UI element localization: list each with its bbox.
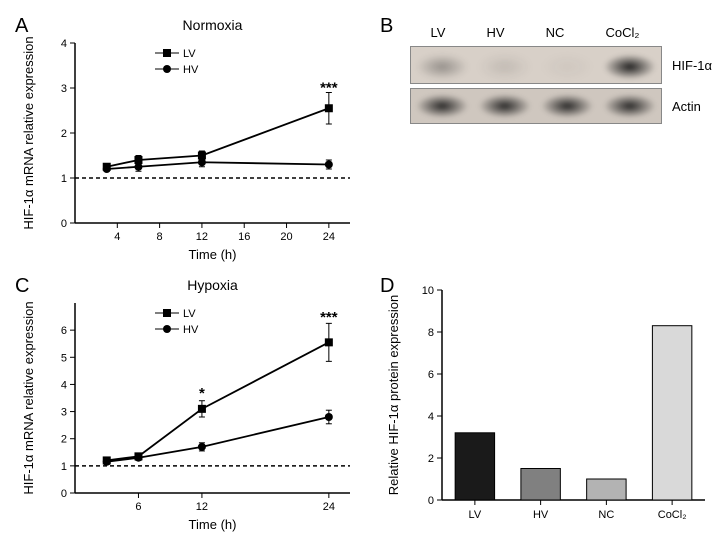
panel-d-label: D <box>380 275 394 298</box>
lane-label: NC <box>546 25 565 40</box>
panel-b: B LV HV NC CoCl₂ HIF-1α Actin <box>380 15 720 265</box>
svg-text:NC: NC <box>598 509 614 521</box>
svg-text:Hypoxia: Hypoxia <box>187 277 238 293</box>
svg-text:0: 0 <box>428 495 434 507</box>
blot-rows: HIF-1α Actin <box>410 46 720 124</box>
svg-text:CoCl₂: CoCl₂ <box>658 509 687 521</box>
svg-text:***: *** <box>320 309 338 326</box>
svg-text:LV: LV <box>183 48 196 60</box>
svg-text:HV: HV <box>183 324 199 336</box>
svg-text:LV: LV <box>183 308 196 320</box>
panel-a-chart: Normoxia012344812162024Time (h)HIF-1α mR… <box>15 15 365 265</box>
panel-c: C Hypoxia012345661224Time (h)HIF-1α mRNA… <box>15 275 365 535</box>
svg-text:5: 5 <box>61 352 67 364</box>
svg-text:HV: HV <box>183 64 199 76</box>
svg-text:1: 1 <box>61 461 67 473</box>
svg-text:24: 24 <box>323 501 335 513</box>
panel-c-chart: Hypoxia012345661224Time (h)HIF-1α mRNA r… <box>15 275 365 535</box>
svg-text:12: 12 <box>196 231 208 243</box>
panel-d-chart: 0 2 4 6 8 10 Relative HIF-1α protein expressio… <box>380 275 720 535</box>
panel-a-label: A <box>15 15 28 38</box>
svg-text:20: 20 <box>280 231 292 243</box>
svg-text:16: 16 <box>238 231 250 243</box>
svg-text:4: 4 <box>61 38 67 50</box>
svg-text:*: * <box>199 385 205 402</box>
svg-text:1: 1 <box>61 173 67 185</box>
blot-image <box>410 88 662 124</box>
svg-text:HIF-1α mRNA relative expressio: HIF-1α mRNA relative expression <box>21 36 36 229</box>
panel-c-label: C <box>15 275 29 298</box>
svg-text:0: 0 <box>61 488 67 500</box>
svg-text:6: 6 <box>135 501 141 513</box>
svg-text:6: 6 <box>428 369 434 381</box>
svg-text:***: *** <box>320 80 338 97</box>
figure-grid: A Normoxia012344812162024Time (h)HIF-1α … <box>15 15 706 535</box>
lane-label: LV <box>431 25 446 40</box>
svg-text:HV: HV <box>533 509 549 521</box>
svg-text:0: 0 <box>61 218 67 230</box>
blot-name: Actin <box>672 99 701 114</box>
svg-text:24: 24 <box>323 231 335 243</box>
svg-text:HIF-1α mRNA relative expressio: HIF-1α mRNA relative expression <box>21 301 36 494</box>
svg-text:2: 2 <box>428 453 434 465</box>
svg-text:8: 8 <box>157 231 163 243</box>
lane-label: HV <box>487 25 505 40</box>
blot-lane-labels: LV HV NC CoCl₂ <box>410 25 660 40</box>
svg-text:Time (h): Time (h) <box>189 517 237 532</box>
panel-a: A Normoxia012344812162024Time (h)HIF-1α … <box>15 15 365 265</box>
svg-text:2: 2 <box>61 434 67 446</box>
svg-text:3: 3 <box>61 83 67 95</box>
svg-text:4: 4 <box>114 231 120 243</box>
svg-text:12: 12 <box>196 501 208 513</box>
panel-b-label: B <box>380 15 393 38</box>
svg-text:2: 2 <box>61 128 67 140</box>
panel-b-blots: LV HV NC CoCl₂ HIF-1α Actin <box>380 15 720 124</box>
lane-label: CoCl₂ <box>606 25 640 40</box>
svg-text:6: 6 <box>61 325 67 337</box>
blot-row: HIF-1α <box>410 46 720 84</box>
svg-text:4: 4 <box>428 411 434 423</box>
svg-text:3: 3 <box>61 407 67 419</box>
svg-text:LV: LV <box>469 509 482 521</box>
panel-d: D 0 2 4 6 8 10 Relative HIF-1α protein express… <box>380 275 720 535</box>
svg-text:Relative HIF-1α protein expres: Relative HIF-1α protein expression <box>386 295 401 495</box>
svg-text:Time (h): Time (h) <box>189 247 237 262</box>
blot-name: HIF-1α <box>672 58 712 73</box>
svg-text:Normoxia: Normoxia <box>183 17 243 33</box>
blot-row: Actin <box>410 88 720 124</box>
blot-image <box>410 46 662 84</box>
svg-text:8: 8 <box>428 327 434 339</box>
svg-text:10: 10 <box>422 285 434 297</box>
svg-text:4: 4 <box>61 379 67 391</box>
